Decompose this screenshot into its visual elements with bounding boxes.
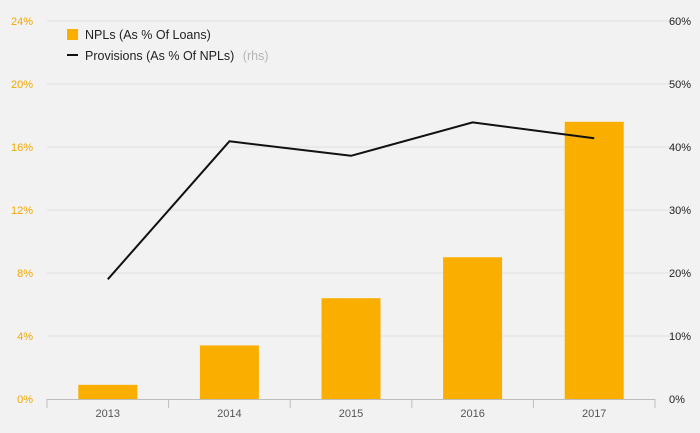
y-right-tick-label: 50% — [669, 79, 691, 91]
y-left-tick-label: 16% — [11, 142, 33, 154]
legend: NPLs (As % Of Loans) Provisions (As % Of… — [67, 28, 269, 64]
legend-label-provisions: Provisions (As % Of NPLs) (rhs) — [85, 47, 269, 64]
y-right-tick-label: 60% — [669, 16, 691, 28]
x-tick-label: 2017 — [582, 408, 606, 420]
y-left-tick-label: 8% — [17, 268, 33, 280]
y-right-tick-label: 0% — [669, 394, 685, 406]
x-tick-label: 2014 — [217, 408, 241, 420]
y-right-tick-label: 30% — [669, 205, 691, 217]
x-tick-label: 2013 — [96, 408, 120, 420]
y-right-tick-label: 10% — [669, 331, 691, 343]
left-y-axis: 0% 4% 8% 12% 16% 20% 24% — [11, 16, 33, 406]
y-right-tick-label: 40% — [669, 142, 691, 154]
npl-bar — [443, 257, 503, 399]
x-axis: 2013 2014 2015 2016 2017 — [46, 399, 656, 420]
legend-label-npl: NPLs (As % Of Loans) — [85, 28, 211, 42]
npl-bar — [321, 298, 381, 399]
x-tick-label: 2016 — [460, 408, 484, 420]
y-left-tick-label: 24% — [11, 16, 33, 28]
npl-bar — [564, 121, 624, 400]
legend-label-provisions-name: Provisions (As % Of NPLs) — [85, 49, 234, 63]
legend-label-provisions-suffix: (rhs) — [243, 49, 269, 63]
right-y-axis: 0% 10% 20% 30% 40% 50% 60% — [669, 16, 691, 406]
npl-bars — [78, 121, 624, 400]
npl-bar — [199, 345, 259, 399]
y-left-tick-label: 4% — [17, 331, 33, 343]
y-right-tick-label: 20% — [669, 268, 691, 280]
y-left-tick-label: 20% — [11, 79, 33, 91]
x-tick-label: 2015 — [339, 408, 363, 420]
npl-bar — [78, 384, 138, 399]
provisions-line — [107, 121, 595, 280]
y-left-tick-label: 12% — [11, 205, 33, 217]
legend-swatch-npl — [67, 29, 78, 40]
y-left-tick-label: 0% — [17, 394, 33, 406]
provisions-line-series — [107, 121, 595, 280]
